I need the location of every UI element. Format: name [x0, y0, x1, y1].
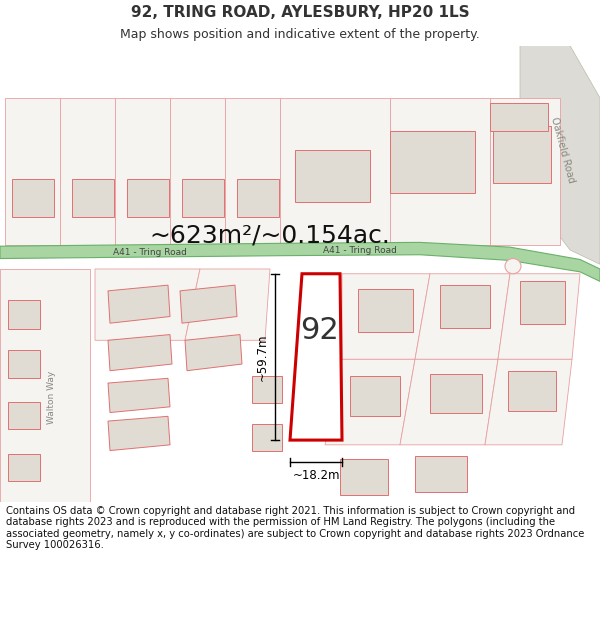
Text: A41 - Tring Road: A41 - Tring Road: [323, 246, 397, 256]
Text: ~59.7m: ~59.7m: [256, 333, 269, 381]
Bar: [430, 374, 482, 414]
Polygon shape: [520, 46, 600, 264]
Polygon shape: [180, 285, 237, 323]
Circle shape: [505, 259, 521, 274]
Polygon shape: [400, 359, 498, 445]
Polygon shape: [0, 269, 90, 502]
Polygon shape: [280, 98, 390, 245]
Text: Oakfield Road: Oakfield Road: [550, 116, 577, 184]
Text: Contains OS data © Crown copyright and database right 2021. This information is : Contains OS data © Crown copyright and d…: [6, 506, 584, 551]
Polygon shape: [325, 359, 415, 445]
Bar: [182, 179, 224, 217]
Bar: [390, 131, 475, 193]
Polygon shape: [225, 98, 280, 245]
Text: 92, TRING ROAD, AYLESBURY, HP20 1LS: 92, TRING ROAD, AYLESBURY, HP20 1LS: [131, 5, 469, 20]
Polygon shape: [498, 274, 580, 359]
Polygon shape: [485, 359, 572, 445]
Bar: [237, 179, 279, 217]
Text: Walton Way: Walton Way: [47, 371, 56, 424]
Bar: [8, 454, 40, 481]
Bar: [508, 371, 556, 411]
Bar: [340, 459, 388, 495]
Polygon shape: [185, 334, 242, 371]
Polygon shape: [108, 334, 172, 371]
Polygon shape: [108, 416, 170, 451]
Bar: [440, 285, 490, 328]
Polygon shape: [115, 98, 170, 245]
Text: 92: 92: [301, 316, 340, 345]
Polygon shape: [60, 98, 115, 245]
Polygon shape: [95, 269, 200, 340]
Polygon shape: [290, 274, 342, 440]
Bar: [252, 424, 282, 451]
Bar: [8, 402, 40, 429]
Polygon shape: [170, 98, 225, 245]
Bar: [252, 376, 282, 403]
Polygon shape: [0, 242, 600, 281]
Bar: [8, 350, 40, 378]
Text: ~623m²/~0.154ac.: ~623m²/~0.154ac.: [149, 224, 391, 248]
Text: A41 - Tring Road: A41 - Tring Road: [113, 248, 187, 258]
Bar: [358, 289, 413, 332]
Polygon shape: [415, 274, 510, 359]
Bar: [415, 456, 467, 493]
Polygon shape: [390, 98, 490, 245]
Polygon shape: [490, 98, 560, 245]
Polygon shape: [342, 274, 430, 359]
Bar: [520, 281, 565, 324]
Bar: [72, 179, 114, 217]
Bar: [490, 102, 548, 131]
Bar: [12, 179, 54, 217]
Text: ~18.2m: ~18.2m: [292, 469, 340, 482]
Bar: [295, 150, 370, 202]
Bar: [350, 376, 400, 416]
Text: Map shows position and indicative extent of the property.: Map shows position and indicative extent…: [120, 28, 480, 41]
Polygon shape: [108, 285, 170, 323]
Bar: [127, 179, 169, 217]
Bar: [493, 126, 551, 184]
Polygon shape: [185, 269, 270, 340]
Polygon shape: [5, 98, 60, 245]
Bar: [8, 301, 40, 329]
Polygon shape: [108, 378, 170, 412]
